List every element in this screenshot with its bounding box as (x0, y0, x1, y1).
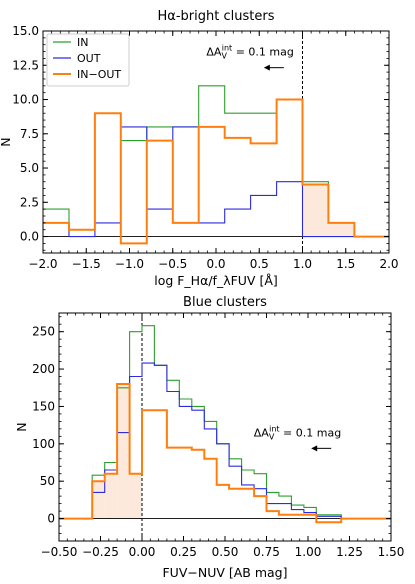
shade-bar (92, 481, 105, 519)
shade-bar (117, 384, 130, 519)
x-tick-label: −0.25 (82, 545, 119, 559)
chart-title: Blue clusters (183, 295, 267, 310)
annotation-arrowhead (311, 445, 318, 452)
y-tick-label: 250 (32, 325, 55, 339)
x-tick-label: 1.25 (336, 545, 363, 559)
legend-label-IN−OUT: IN−OUT (77, 68, 121, 81)
annotation-arrowhead (263, 64, 270, 71)
y-tick-label: 200 (32, 362, 55, 376)
y-tick-label: 5.0 (20, 161, 39, 175)
x-tick-label: −1.0 (115, 257, 144, 271)
y-tick-label: 2.5 (20, 195, 39, 209)
x-tick-label: 0.25 (170, 545, 197, 559)
series-line-IN−OUT (59, 383, 391, 524)
legend-label-IN: IN (77, 36, 88, 49)
y-tick-label: 15.0 (12, 24, 39, 38)
x-tick-label: −2.0 (28, 257, 57, 271)
chart-title: Hα-bright clusters (158, 9, 275, 24)
y-tick-label: 0.0 (20, 230, 39, 244)
x-tick-label: 1.50 (378, 545, 405, 559)
y-tick-label: 12.5 (12, 58, 39, 72)
shade-bar (328, 222, 355, 237)
y-axis-label: N (0, 137, 13, 146)
x-tick-label: 1.0 (293, 257, 312, 271)
x-tick-label: 1.5 (336, 257, 355, 271)
x-tick-label: 0.5 (250, 257, 269, 271)
x-axis-label: log F_Hα/f_λFUV [Å] (154, 273, 278, 288)
legend-label-OUT: OUT (77, 52, 101, 65)
y-tick-label: 100 (32, 437, 55, 451)
x-tick-label: −0.5 (158, 257, 187, 271)
x-tick-label: 0.75 (253, 545, 280, 559)
x-axis-label: FUV−NUV [AB mag] (162, 565, 287, 580)
x-tick-label: 0.0 (206, 257, 225, 271)
x-tick-label: −1.5 (72, 257, 101, 271)
panel-bottom: −0.50 −0.25 0.00 0.25 0.50 0.75 1.00 1.25 1.50 0 5… (14, 295, 404, 580)
annotation-text: ΔAVint = 0.1 mag (254, 424, 341, 441)
x-tick-label: 0.50 (212, 545, 239, 559)
shade-bar (104, 473, 118, 519)
shade-bar (129, 473, 142, 519)
x-tick-label: 0.00 (129, 545, 156, 559)
y-tick-label: 150 (32, 399, 55, 413)
y-tick-label: 7.5 (20, 127, 39, 141)
x-tick-label: −0.50 (41, 545, 78, 559)
y-tick-label: 0 (47, 512, 55, 526)
series-line-IN−OUT (43, 98, 389, 245)
x-tick-label: 2.0 (379, 257, 398, 271)
annotation-text: ΔAVint = 0.1 mag (206, 44, 293, 61)
x-tick-label: 1.00 (295, 545, 322, 559)
y-axis-label: N (14, 422, 29, 431)
shade-bar (302, 184, 329, 237)
panel-top: −2.0 −1.5 −1.0 −0.5 0.0 0.5 1.0 1.5 2.0 0.0 2.5 5.0… (0, 9, 399, 288)
y-tick-label: 10.0 (12, 93, 39, 107)
y-tick-label: 50 (40, 474, 55, 488)
